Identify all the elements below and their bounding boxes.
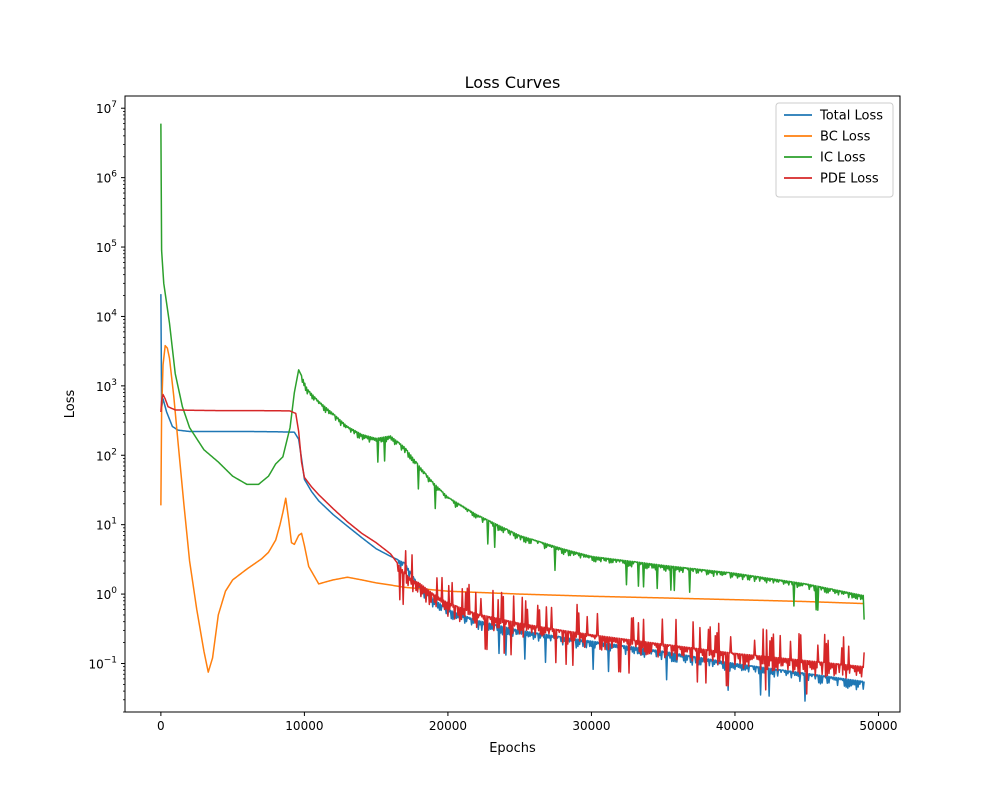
chart-title: Loss Curves [465, 73, 561, 92]
y-tick-exponent: 1 [111, 517, 117, 527]
x-tick-label: 20000 [429, 719, 467, 733]
y-axis-label: Loss [63, 390, 78, 419]
y-tick-exponent: 6 [111, 170, 117, 180]
y-tick-base: 10 [96, 449, 111, 463]
y-tick-exponent: 0 [111, 586, 117, 596]
y-tick-label: 104 [96, 308, 117, 324]
y-tick-label: 10−1 [88, 655, 117, 671]
plot-area-frame [124, 95, 901, 713]
legend-label: BC Loss [820, 130, 871, 145]
x-tick-label: 50000 [859, 719, 897, 733]
y-tick-label: 101 [96, 517, 117, 533]
y-tick-label: 105 [96, 239, 117, 255]
y-tick-label: 100 [96, 586, 117, 602]
y-tick-base: 10 [96, 588, 111, 602]
y-tick-exponent: 5 [111, 239, 117, 249]
y-tick-base: 10 [96, 102, 111, 116]
y-tick-base: 10 [96, 241, 111, 255]
x-axis-ticks: 0 10000 20000 30000 40000 50000 [157, 712, 898, 733]
y-tick-base: 10 [88, 657, 103, 671]
x-tick-label: 10000 [285, 719, 323, 733]
legend-label: IC Loss [820, 151, 866, 166]
series-line-bc-loss [160, 344, 865, 673]
series-line-ic-loss [160, 123, 865, 620]
y-tick-base: 10 [96, 310, 111, 324]
x-tick-label: 30000 [572, 719, 610, 733]
legend: Total Loss BC Loss IC Loss PDE Loss [775, 102, 894, 198]
y-tick-exponent: 3 [111, 378, 117, 388]
x-axis-label: Epochs [489, 741, 536, 756]
x-tick-label: 0 [157, 719, 165, 733]
legend-label: Total Loss [819, 109, 883, 124]
y-tick-label: 106 [96, 170, 117, 186]
y-tick-exponent: −1 [104, 655, 117, 665]
x-tick-label: 40000 [716, 719, 754, 733]
y-tick-label: 107 [96, 100, 117, 116]
y-tick-label: 103 [96, 378, 117, 394]
series-line-pde-loss [160, 393, 865, 695]
y-tick-base: 10 [96, 519, 111, 533]
y-tick-label: 102 [96, 447, 117, 463]
y-tick-exponent: 7 [111, 100, 117, 110]
y-tick-base: 10 [96, 380, 111, 394]
y-tick-base: 10 [96, 172, 111, 186]
series-layer [160, 123, 865, 702]
y-tick-exponent: 2 [111, 447, 117, 457]
legend-label: PDE Loss [820, 172, 879, 187]
legend-box [775, 102, 894, 198]
series-line-total-loss [160, 294, 865, 702]
y-tick-exponent: 4 [111, 308, 117, 318]
